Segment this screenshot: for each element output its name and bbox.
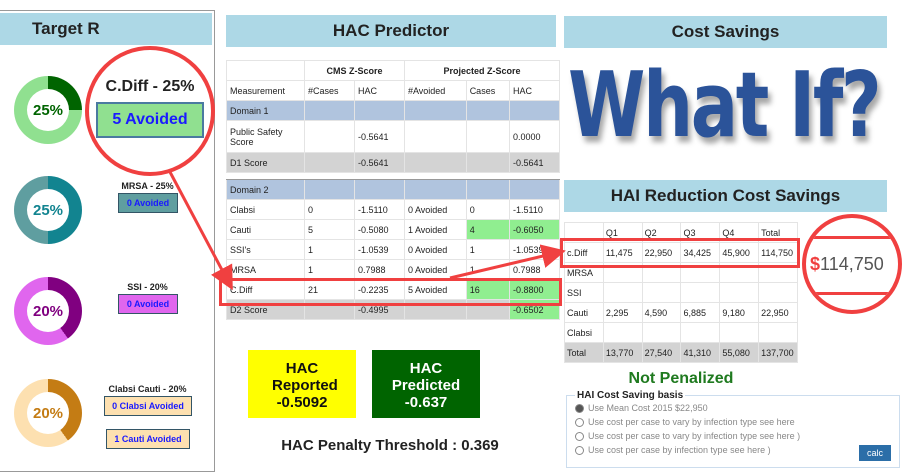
avoided-badge: 0 Clabsi Avoided	[104, 396, 192, 416]
table-cell: -0.8800	[508, 279, 561, 300]
magnified-total: $114,750	[810, 254, 884, 274]
table-row: Total 13,770 27,540 41,310 55,080 137,700	[564, 342, 798, 363]
table-cell: 13,770	[602, 342, 643, 363]
cost-basis-option[interactable]: Use cost per case to vary by infection t…	[575, 429, 891, 443]
table-cell: 41,310	[680, 342, 721, 363]
hai-reduction-header: HAI Reduction Cost Savings	[564, 180, 887, 212]
hac-reported-title: HAC Reported	[272, 360, 338, 394]
table-row: SSI's 1 -1.0539 0 Avoided 1 -1.0539	[226, 239, 561, 260]
table-cell: -0.5641	[353, 152, 405, 173]
column-header: Measurement	[226, 80, 305, 101]
cost-basis-option[interactable]: Use Mean Cost 2015 $22,950	[575, 401, 891, 415]
table-cell: Total	[564, 342, 604, 363]
donut-percent: 20%	[27, 290, 69, 332]
table-cell: 137,700	[758, 342, 798, 363]
cdiff-magnifier: C.Diff - 25% 5 Avoided	[85, 46, 215, 176]
table-row: Cauti 5 -0.5080 1 Avoided 4 -0.6050	[226, 219, 561, 240]
table-cell: 27,540	[641, 342, 682, 363]
infection-label: MRSA - 25%	[121, 181, 174, 191]
cost-basis-fieldset: HAI Cost Saving basis Use Mean Cost 2015…	[566, 390, 900, 468]
table-cell	[353, 179, 405, 200]
hac-predicted-value: -0.637	[404, 394, 448, 411]
donut-chart: 20%	[14, 277, 82, 345]
radio-icon[interactable]	[575, 404, 584, 414]
table-cell: 0.0000	[508, 120, 561, 153]
avoided-badge: 0 Avoided	[118, 294, 178, 314]
table-cell: 55,080	[719, 342, 760, 363]
cost-basis-option[interactable]: Use cost per case by infection type see …	[575, 443, 891, 457]
target-reduction-header: Target R	[0, 13, 212, 45]
calc-button[interactable]: calc	[858, 445, 891, 461]
table-row: C.Diff 21 -0.2235 5 Avoided 16 -0.8800	[226, 279, 561, 300]
table-cell	[465, 179, 510, 200]
table-cell	[508, 100, 561, 121]
radio-icon[interactable]	[575, 418, 584, 428]
table-cell: -0.5641	[508, 152, 561, 173]
table-row: Clabsi	[564, 322, 798, 343]
hac-predicted-title: HAC Predicted	[391, 360, 461, 394]
table-cell	[403, 152, 467, 173]
table-cell	[465, 152, 510, 173]
table-cell: Public Safety Score	[226, 120, 305, 153]
cost-basis-legend: HAI Cost Saving basis	[577, 390, 684, 401]
infection-label: Clabsi Cauti - 20%	[108, 384, 187, 394]
cost-savings-header: Cost Savings	[564, 16, 887, 48]
table-cell: D1 Score	[226, 152, 305, 173]
hac-table: CMS Z-Score Projected Z-Score Measurement #…	[226, 60, 561, 320]
table-cell: 22,950	[758, 302, 798, 323]
magnifier-avoided-box: 5 Avoided	[96, 102, 204, 138]
cdiff-row-highlight	[219, 278, 562, 306]
table-cell: -0.6050	[508, 219, 561, 240]
infection-label: SSI - 20%	[127, 282, 168, 292]
table-row: SSI	[564, 282, 798, 303]
cost-reduction-table: Q1 Q2 Q3 Q4 Total c.Diff 11,475 22,950 34,425 45,…	[564, 222, 798, 363]
table-cell	[508, 179, 561, 200]
radio-icon[interactable]	[575, 446, 584, 456]
hac-reported-box: HAC Reported -0.5092	[248, 350, 356, 418]
table-cell	[403, 100, 467, 121]
table-cell: 4	[465, 219, 510, 240]
table-row: D1 Score -0.5641 -0.5641	[226, 152, 561, 173]
table-row: c.Diff 11,475 22,950 34,425 45,900 114,750	[564, 242, 798, 263]
hac-predictor-header: HAC Predictor	[226, 15, 556, 47]
what-if-overlay: What If?	[568, 53, 882, 158]
donut-chart: 20%	[14, 379, 82, 447]
donut-percent: 25%	[27, 189, 69, 231]
table-cell	[403, 120, 467, 153]
avoided-badge: 1 Cauti Avoided	[106, 429, 190, 449]
table-cell	[403, 179, 467, 200]
total-magnifier: $114,750	[802, 214, 902, 314]
donut-percent: 20%	[27, 392, 69, 434]
cost-basis-option[interactable]: Use cost per case to vary by infection t…	[575, 415, 891, 429]
radio-icon[interactable]	[575, 432, 584, 442]
arrow-to-table	[168, 171, 233, 291]
avoided-badge: 0 Avoided	[118, 193, 178, 213]
hac-penalty-threshold: HAC Penalty Threshold : 0.369	[281, 437, 499, 454]
table-cell	[353, 100, 405, 121]
hac-predicted-box: HAC Predicted -0.637	[372, 350, 480, 418]
table-cell	[304, 100, 355, 121]
magnifier-label: C.Diff - 25%	[105, 78, 195, 95]
donut-percent: 25%	[27, 89, 69, 131]
arrow-to-cost	[449, 244, 566, 280]
donut-chart: 25%	[14, 176, 82, 244]
hac-reported-value: -0.5092	[276, 394, 328, 411]
status-not-penalized: Not Penalized	[628, 370, 734, 387]
donut-chart: 25%	[14, 76, 82, 144]
